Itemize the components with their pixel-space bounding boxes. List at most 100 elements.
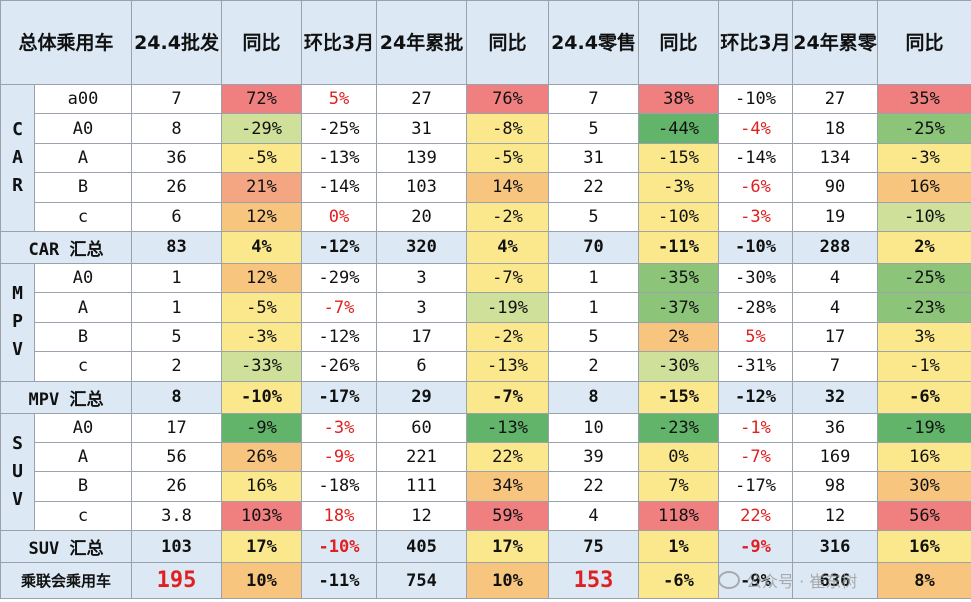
column-header: 环比3月 (718, 0, 794, 85)
table-cell: 34% (466, 471, 550, 502)
table-cell: 4% (221, 230, 303, 264)
table-cell: 139 (376, 142, 468, 174)
table-cell: 3% (877, 321, 971, 353)
table-cell: -17% (718, 471, 794, 502)
table-cell: 17% (466, 530, 550, 564)
table-cell: 16% (221, 471, 303, 502)
table-cell: 32 (792, 380, 879, 414)
table-cell: -29% (221, 113, 303, 144)
table-cell: 103% (221, 500, 303, 532)
table-row: A 56 26% -9% 221 22% 39 0% -7% 169 16% (1, 441, 971, 473)
table-cell: -25% (877, 262, 971, 294)
table-cell: 1 (131, 292, 223, 323)
table-cell: 98 (792, 471, 879, 502)
table-cell: 36 (131, 142, 223, 174)
table-cell: 103 (131, 530, 223, 564)
table-cell: -14% (718, 142, 794, 174)
table-row: c 6 12% 0% 20 -2% 5 -10% -3% 19 -10% (1, 201, 971, 232)
table-cell: -19% (466, 292, 550, 323)
table-cell: -3% (221, 321, 303, 353)
column-header: 24年累批 (376, 0, 468, 85)
table-cell: 5 (548, 321, 640, 353)
table-cell: 5 (131, 321, 223, 353)
table-cell: 754 (376, 562, 468, 600)
total-label: 乘联会乘用车 (0, 562, 133, 600)
table-cell: 20 (376, 201, 468, 232)
table-cell: 316 (792, 530, 879, 564)
table-cell: 5% (718, 321, 794, 353)
table-cell: -7% (301, 292, 378, 323)
table-cell: 12% (221, 201, 303, 232)
row-label: A0 (33, 412, 133, 443)
table-cell: 17 (792, 321, 879, 353)
summary-row: MPV 汇总 8 -10% -17% 29 -7% 8 -15% -12% 32 -6% (0, 380, 971, 414)
table-cell: 8 (131, 113, 223, 144)
table-cell: 2 (131, 351, 223, 382)
row-label: B (33, 172, 133, 203)
column-header: 同比 (877, 0, 971, 85)
summary-label: CAR 汇总 (0, 230, 133, 264)
table-cell: 17% (221, 530, 303, 564)
table-cell: 72% (221, 83, 303, 115)
table-cell: 3.8 (131, 500, 223, 532)
table-cell: -1% (718, 412, 794, 443)
table-cell: 56 (131, 441, 223, 473)
table-cell: 169 (792, 441, 879, 473)
table-cell: 19 (792, 201, 879, 232)
table-row: B 26 21% -14% 103 14% 22 -3% -6% 90 16% (1, 172, 971, 203)
table-cell: -25% (877, 113, 971, 144)
table-cell: -10% (301, 530, 378, 564)
row-label: c (33, 201, 133, 232)
table-cell: 26 (131, 172, 223, 203)
group-label: S U V (0, 412, 35, 532)
row-label: c (33, 351, 133, 382)
table-cell: 30% (877, 471, 971, 502)
table-cell: -33% (221, 351, 303, 382)
table-cell: 31 (376, 113, 468, 144)
table-cell: -5% (221, 292, 303, 323)
table-cell: 2 (548, 351, 640, 382)
table-cell: -7% (466, 262, 550, 294)
table-cell: 4 (548, 500, 640, 532)
table-cell: 7 (548, 83, 640, 115)
table-cell: -9% (718, 562, 794, 600)
table-cell: 118% (638, 500, 720, 532)
table-cell: -9% (718, 530, 794, 564)
table-cell: -37% (638, 292, 720, 323)
table-cell: -23% (877, 292, 971, 323)
table-cell: -18% (301, 471, 378, 502)
watermark: 公众号 · 崔东树 (718, 568, 857, 592)
summary-row: SUV 汇总 103 17% -10% 405 17% 75 1% -9% 316 16% (0, 530, 971, 564)
row-label: B (33, 471, 133, 502)
table-cell: -10% (718, 83, 794, 115)
table-cell: 12% (221, 262, 303, 294)
column-header: 环比3月 (301, 0, 378, 85)
row-label: A0 (33, 113, 133, 144)
column-header: 同比 (638, 0, 720, 85)
table-cell: -29% (301, 262, 378, 294)
table-cell: 75 (548, 530, 640, 564)
row-label: A (33, 292, 133, 323)
table-cell: -5% (466, 142, 550, 174)
table-cell: 70 (548, 230, 640, 264)
table-cell: -6% (718, 172, 794, 203)
table-cell: 17 (376, 321, 468, 353)
table-cell: -7% (718, 441, 794, 473)
table-cell: -9% (301, 441, 378, 473)
table-cell: 83 (131, 230, 223, 264)
table-row: A0 8 -29% -25% 31 -8% 5 -44% -4% 18 -25% (1, 113, 971, 144)
table-cell: 60 (376, 412, 468, 443)
table-cell: 18% (301, 500, 378, 532)
table-cell: -10% (718, 230, 794, 264)
table-cell: 27 (792, 83, 879, 115)
table-cell: 111 (376, 471, 468, 502)
table-cell: 7% (638, 471, 720, 502)
table-cell: 31 (548, 142, 640, 174)
column-header: 24.4零售 (548, 0, 640, 85)
table-cell: -10% (221, 380, 303, 414)
table-cell: 3 (376, 262, 468, 294)
table-cell: 12 (792, 500, 879, 532)
column-header: 24年累零 (792, 0, 879, 85)
column-header: 同比 (221, 0, 303, 85)
